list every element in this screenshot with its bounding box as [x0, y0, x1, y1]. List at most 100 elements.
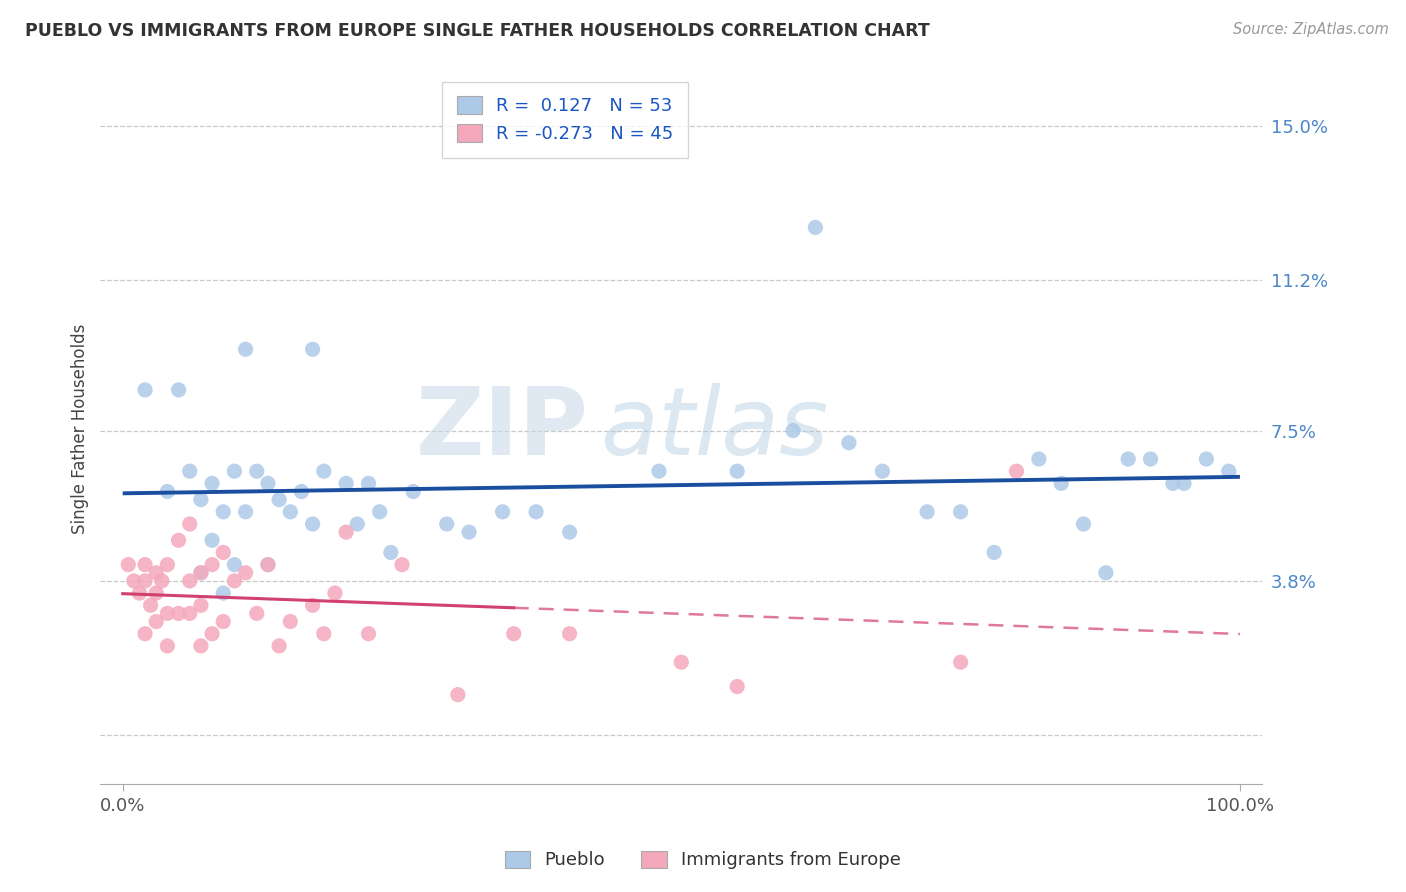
Point — [357, 626, 380, 640]
Point — [368, 505, 391, 519]
Point — [949, 655, 972, 669]
Point — [139, 599, 162, 613]
Point — [391, 558, 413, 572]
Point — [224, 574, 246, 588]
Point — [872, 464, 894, 478]
Point — [269, 492, 291, 507]
Point — [190, 599, 212, 613]
Point — [212, 505, 235, 519]
Point — [278, 615, 301, 629]
Point — [1028, 452, 1050, 467]
Point — [190, 566, 212, 580]
Point — [134, 558, 156, 572]
Point — [257, 476, 280, 491]
Point — [1050, 476, 1073, 491]
Point — [648, 464, 671, 478]
Point — [201, 626, 224, 640]
Legend: R =  0.127   N = 53, R = -0.273   N = 45: R = 0.127 N = 53, R = -0.273 N = 45 — [443, 82, 688, 158]
Point — [156, 607, 179, 621]
Point — [201, 476, 224, 491]
Text: ZIP: ZIP — [416, 383, 588, 475]
Point — [1073, 516, 1095, 531]
Point — [201, 558, 224, 572]
Point — [212, 615, 235, 629]
Point — [246, 607, 269, 621]
Point — [312, 464, 335, 478]
Point — [117, 558, 139, 572]
Point — [502, 626, 524, 640]
Point — [335, 476, 357, 491]
Point — [167, 607, 190, 621]
Point — [235, 505, 257, 519]
Point — [156, 558, 179, 572]
Point — [357, 476, 380, 491]
Text: PUEBLO VS IMMIGRANTS FROM EUROPE SINGLE FATHER HOUSEHOLDS CORRELATION CHART: PUEBLO VS IMMIGRANTS FROM EUROPE SINGLE … — [25, 22, 929, 40]
Point — [145, 586, 167, 600]
Point — [983, 545, 1005, 559]
Point — [804, 220, 827, 235]
Point — [179, 516, 201, 531]
Point — [212, 586, 235, 600]
Point — [179, 574, 201, 588]
Point — [301, 516, 323, 531]
Point — [156, 484, 179, 499]
Point — [1173, 476, 1195, 491]
Point — [782, 424, 804, 438]
Point — [1116, 452, 1139, 467]
Point — [949, 505, 972, 519]
Point — [145, 566, 167, 580]
Point — [402, 484, 425, 499]
Point — [134, 574, 156, 588]
Legend: Pueblo, Immigrants from Europe: Pueblo, Immigrants from Europe — [496, 842, 910, 879]
Text: atlas: atlas — [600, 383, 828, 474]
Point — [1005, 464, 1028, 478]
Point — [838, 435, 860, 450]
Point — [269, 639, 291, 653]
Point — [671, 655, 693, 669]
Point — [190, 639, 212, 653]
Point — [257, 558, 280, 572]
Point — [145, 615, 167, 629]
Point — [1139, 452, 1161, 467]
Point — [246, 464, 269, 478]
Point — [134, 626, 156, 640]
Point — [346, 516, 368, 531]
Point — [190, 492, 212, 507]
Point — [179, 464, 201, 478]
Point — [201, 533, 224, 548]
Point — [380, 545, 402, 559]
Y-axis label: Single Father Households: Single Father Households — [72, 323, 89, 533]
Point — [1218, 464, 1240, 478]
Point — [323, 586, 346, 600]
Point — [491, 505, 513, 519]
Point — [150, 574, 173, 588]
Point — [447, 688, 470, 702]
Point — [524, 505, 547, 519]
Point — [257, 558, 280, 572]
Point — [179, 607, 201, 621]
Point — [167, 533, 190, 548]
Point — [224, 464, 246, 478]
Point — [915, 505, 938, 519]
Point — [122, 574, 145, 588]
Text: Source: ZipAtlas.com: Source: ZipAtlas.com — [1233, 22, 1389, 37]
Point — [301, 599, 323, 613]
Point — [436, 516, 458, 531]
Point — [1195, 452, 1218, 467]
Point — [301, 343, 323, 357]
Point — [235, 566, 257, 580]
Point — [167, 383, 190, 397]
Point — [224, 558, 246, 572]
Point — [156, 639, 179, 653]
Point — [558, 525, 581, 540]
Point — [335, 525, 357, 540]
Point — [1161, 476, 1184, 491]
Point — [278, 505, 301, 519]
Point — [190, 566, 212, 580]
Point — [458, 525, 481, 540]
Point — [1095, 566, 1118, 580]
Point — [312, 626, 335, 640]
Point — [134, 383, 156, 397]
Point — [558, 626, 581, 640]
Point — [235, 343, 257, 357]
